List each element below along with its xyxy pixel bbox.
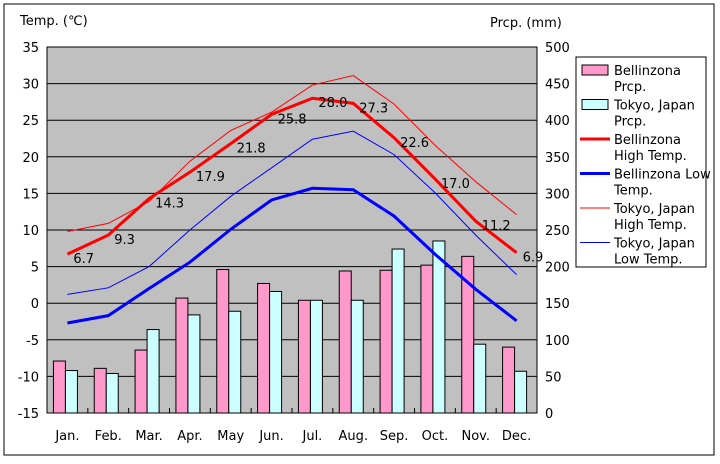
left-tick-label: 10 <box>22 224 39 239</box>
legend-label: Tokyo, Japan <box>613 202 695 217</box>
bar-bellinzona-prcp <box>379 269 393 414</box>
right-axis-title: Prcp. (mm) <box>490 16 562 31</box>
bar-tokyo-prcp <box>146 329 160 414</box>
bar-tokyo-prcp <box>514 370 528 414</box>
legend-label: Temp. <box>613 184 653 199</box>
bar-tokyo-prcp <box>432 240 446 414</box>
right-tick-label: 350 <box>545 151 570 166</box>
right-tick-label: 100 <box>545 334 570 349</box>
data-label: 11.2 <box>482 219 511 234</box>
right-tick-label: 50 <box>545 370 562 385</box>
left-tick-label: 15 <box>22 187 39 202</box>
data-label: 6.9 <box>523 251 544 266</box>
x-tick-label: Feb. <box>95 429 122 444</box>
left-tick-label: 20 <box>22 151 39 166</box>
right-tick-label: 400 <box>545 114 570 129</box>
legend-label: High Temp. <box>614 218 687 233</box>
data-label: 14.3 <box>155 197 184 212</box>
right-tick-label: 250 <box>545 224 570 239</box>
bar-tokyo-prcp <box>391 248 405 414</box>
x-tick-label: Apr. <box>177 429 202 444</box>
bar-bellinzona-prcp <box>134 349 148 414</box>
left-tick-label: 0 <box>31 297 39 312</box>
right-tick-label: 300 <box>545 187 570 202</box>
left-tick-label: 5 <box>31 261 39 276</box>
legend-label: Prcp. <box>614 115 646 130</box>
x-tick-label: Aug. <box>338 429 368 444</box>
legend-label: Bellinzona Low <box>614 168 711 183</box>
bar-tokyo-prcp <box>105 372 119 414</box>
x-tick-label: Oct. <box>422 429 449 444</box>
line-bellinzona-low-temp- <box>67 186 518 325</box>
data-label: 21.8 <box>237 142 266 157</box>
data-label: 22.6 <box>400 136 429 151</box>
x-tick-label: Jan. <box>54 429 79 444</box>
x-tick-label: Nov. <box>462 429 491 444</box>
x-tick-label: Jun. <box>258 429 283 444</box>
legend-box <box>575 56 707 268</box>
right-tick-label: 500 <box>545 41 570 56</box>
data-label: 6.7 <box>73 252 94 267</box>
bar-bellinzona-prcp <box>216 269 230 414</box>
legend-label: High Temp. <box>614 149 687 164</box>
bar-tokyo-prcp <box>269 290 283 414</box>
legend-label: Low Temp. <box>614 253 683 268</box>
left-tick-label: 35 <box>22 41 39 56</box>
bar-tokyo-prcp <box>473 343 487 414</box>
legend-label: Tokyo, Japan <box>613 99 695 114</box>
x-tick-label: Jul. <box>302 429 323 444</box>
bar-tokyo-prcp <box>228 310 242 414</box>
line-tokyo-japan-low-temp- <box>67 130 517 295</box>
bar-bellinzona-prcp <box>93 367 107 414</box>
right-tick-label: 450 <box>545 78 570 93</box>
legend-label: Prcp. <box>614 80 646 95</box>
left-tick-label: 30 <box>22 78 39 93</box>
x-tick-label: Sep. <box>380 429 409 444</box>
data-label: 28.0 <box>318 96 347 111</box>
data-label: 25.8 <box>278 112 307 127</box>
legend-swatch <box>581 99 609 110</box>
left-axis-title: Temp. (℃) <box>19 14 88 29</box>
legend-swatch <box>581 64 609 76</box>
data-label: 17.0 <box>441 177 470 192</box>
data-label: 17.9 <box>196 170 225 185</box>
legend-label: Bellinzona <box>614 133 681 148</box>
left-tick-label: 25 <box>22 114 39 129</box>
bar-bellinzona-prcp <box>338 270 352 414</box>
right-tick-label: 0 <box>545 407 553 422</box>
bar-bellinzona-prcp <box>175 297 189 414</box>
x-tick-label: Dec. <box>502 429 531 444</box>
bar-bellinzona-prcp <box>52 360 66 414</box>
data-label: 9.3 <box>114 233 135 248</box>
data-label: 27.3 <box>359 101 388 116</box>
x-tick-label: May <box>217 429 244 444</box>
bar-tokyo-prcp <box>64 370 78 414</box>
bar-bellinzona-prcp <box>257 282 271 414</box>
left-tick-label: -15 <box>18 407 39 422</box>
right-tick-label: 150 <box>545 297 570 312</box>
left-tick-label: -5 <box>26 334 39 349</box>
bar-bellinzona-prcp <box>297 299 311 414</box>
bar-tokyo-prcp <box>309 299 323 414</box>
bar-bellinzona-prcp <box>502 346 516 414</box>
x-tick-label: Mar. <box>135 429 162 444</box>
bar-bellinzona-prcp <box>420 264 434 414</box>
right-tick-label: 200 <box>545 261 570 276</box>
bar-bellinzona-prcp <box>461 255 475 414</box>
bar-tokyo-prcp <box>187 314 201 414</box>
line-tokyo-japan-high-temp- <box>67 75 517 232</box>
bar-tokyo-prcp <box>350 299 364 414</box>
legend-label: Bellinzona <box>614 64 681 79</box>
left-tick-label: -10 <box>18 370 39 385</box>
legend-label: Tokyo, Japan <box>613 237 695 252</box>
